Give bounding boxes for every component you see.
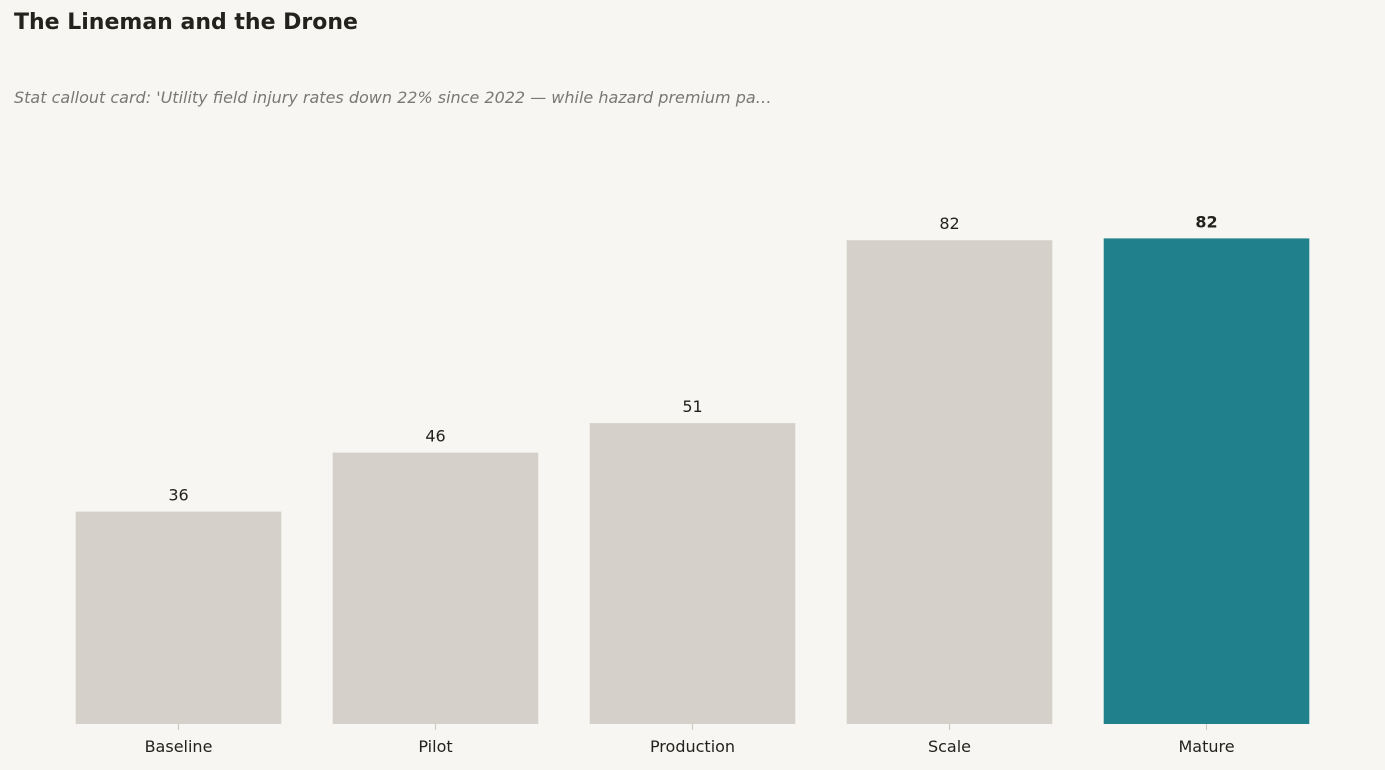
chart-title: The Lineman and the Drone: [14, 10, 358, 35]
value-label-mature: 82: [1195, 212, 1217, 231]
bar-production: [589, 423, 796, 724]
x-tick-label-baseline: Baseline: [145, 737, 213, 756]
chart-subtitle: Stat callout card: 'Utility field injury…: [14, 88, 772, 107]
value-labels: 36 46 51 82 82: [168, 212, 1217, 504]
bar-baseline: [75, 511, 282, 724]
bar-mature: [1103, 238, 1310, 724]
value-label-baseline: 36: [168, 486, 188, 505]
bars-layer: [75, 238, 1310, 724]
x-tick-label-production: Production: [650, 737, 735, 756]
value-label-pilot: 46: [425, 427, 445, 446]
x-axis: Baseline Pilot Production Scale Mature: [145, 724, 1235, 756]
bar-pilot: [332, 452, 539, 724]
x-tick-label-scale: Scale: [928, 737, 971, 756]
bar-scale: [846, 240, 1053, 724]
x-tick-label-mature: Mature: [1178, 737, 1234, 756]
value-label-scale: 82: [939, 214, 959, 233]
x-tick-label-pilot: Pilot: [418, 737, 452, 756]
value-label-production: 51: [682, 397, 702, 416]
